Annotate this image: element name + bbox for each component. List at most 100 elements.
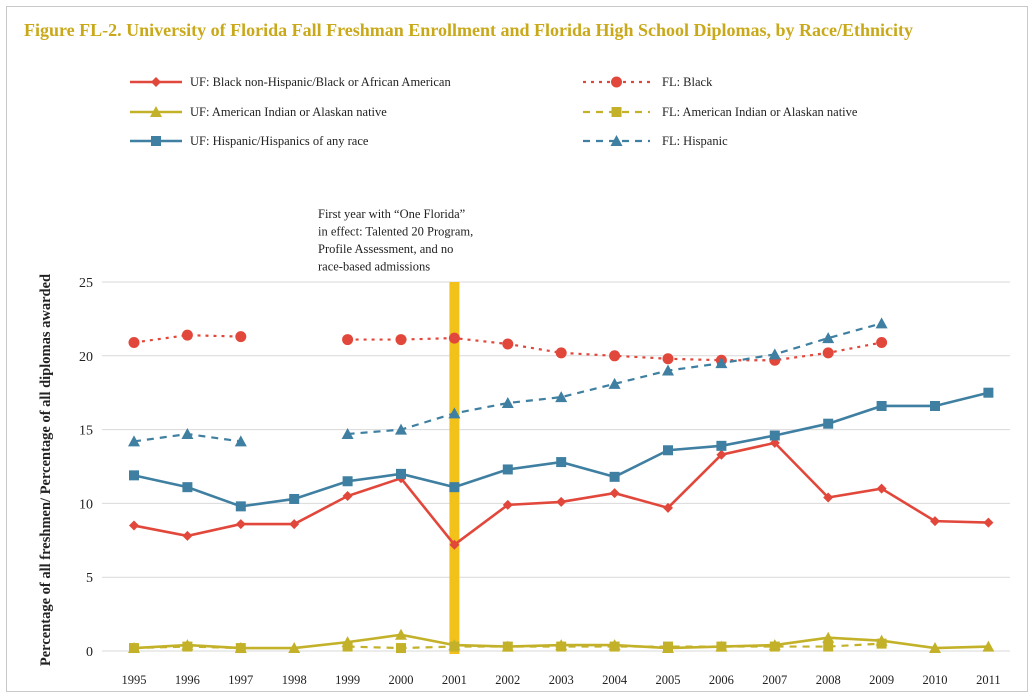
data-point: [609, 350, 621, 362]
annotation-line: First year with “One Florida”: [318, 207, 465, 221]
data-point: [235, 501, 246, 512]
data-point: [982, 640, 995, 652]
data-point: [556, 457, 567, 468]
legend-marker: [150, 106, 162, 117]
legend-label: FL: American Indian or Alaskan native: [662, 105, 858, 119]
figure-frame: [6, 6, 1028, 692]
data-point: [449, 482, 460, 493]
legend-item-fl_amind: FL: American Indian or Alaskan native: [583, 105, 858, 119]
data-point: [449, 641, 460, 652]
data-point: [930, 516, 940, 527]
data-point: [235, 331, 247, 343]
data-point: [823, 418, 834, 429]
data-point: [930, 400, 940, 411]
x-tick-label: 2004: [602, 673, 628, 687]
data-point: [663, 502, 673, 513]
data-point: [181, 428, 194, 440]
data-point: [234, 435, 247, 447]
data-point: [663, 445, 673, 456]
y-tick-label: 0: [86, 645, 93, 660]
series-layer: [128, 317, 995, 654]
data-point: [555, 391, 568, 403]
x-tick-label: 2011: [976, 673, 1001, 687]
data-point: [822, 631, 835, 643]
x-tick-label: 2003: [549, 673, 574, 687]
data-point: [502, 499, 513, 510]
x-tick-label: 2001: [442, 673, 467, 687]
x-tick-label: 2005: [656, 673, 681, 687]
y-axis-label: Percentage of all freshmen/ Percentage o…: [38, 274, 54, 666]
legend-item-uf_black: UF: Black non-Hispanic/Black or African …: [130, 75, 451, 89]
data-point: [182, 641, 193, 652]
data-point: [448, 407, 461, 419]
data-point: [342, 491, 353, 502]
x-tick-label: 2002: [495, 673, 520, 687]
data-point: [715, 357, 728, 369]
y-tick-label: 20: [79, 350, 93, 365]
series-line: [133, 391, 989, 508]
legend-label: FL: Hispanic: [662, 134, 728, 148]
data-point: [716, 641, 727, 652]
series-uf_hispanic: [129, 387, 994, 512]
legend-item-uf_amind: UF: American Indian or Alaskan native: [130, 105, 387, 119]
legend-label: UF: Black non-Hispanic/Black or African …: [190, 75, 451, 89]
x-tick-label: 1997: [228, 673, 253, 687]
legend-label: UF: American Indian or Alaskan native: [190, 105, 387, 119]
data-point: [449, 539, 460, 550]
figure-title: Figure FL-2. University of Florida Fall …: [24, 20, 914, 40]
x-tick-label: 2009: [869, 673, 894, 687]
data-point: [769, 430, 780, 441]
data-point: [662, 364, 674, 376]
data-point: [448, 332, 460, 344]
data-point: [663, 641, 673, 652]
x-tick-label: 1995: [122, 673, 147, 687]
data-point: [876, 400, 887, 411]
data-point: [341, 428, 354, 440]
data-point: [342, 641, 353, 652]
data-point: [929, 642, 941, 654]
legend-item-fl_black: FL: Black: [583, 75, 713, 89]
data-point: [182, 482, 193, 493]
data-point: [235, 519, 246, 530]
data-point: [342, 476, 353, 487]
data-point: [875, 317, 888, 329]
x-tick-label: 2010: [923, 673, 948, 687]
data-point: [502, 641, 513, 652]
data-point: [716, 440, 727, 451]
legend-marker: [151, 136, 161, 146]
data-point: [609, 641, 620, 652]
x-tick-label: 1999: [335, 673, 360, 687]
series-fl_amind: [129, 638, 887, 654]
data-point: [876, 337, 888, 349]
y-tick-label: 15: [79, 424, 93, 439]
data-point: [289, 519, 300, 530]
data-point: [342, 334, 354, 346]
legend-item-fl_hispanic: FL: Hispanic: [583, 134, 728, 148]
data-point: [288, 642, 301, 654]
data-point: [396, 643, 406, 654]
series-line: [347, 642, 882, 650]
legend-label: UF: Hispanic/Hispanics of any race: [190, 134, 369, 148]
policy-band-layer: [449, 282, 460, 654]
policy-band: [449, 282, 460, 654]
data-point: [662, 353, 674, 365]
data-point: [609, 488, 620, 499]
legend-marker: [611, 107, 622, 117]
data-point: [608, 377, 621, 389]
data-point: [289, 493, 300, 504]
data-point: [396, 468, 406, 479]
legend-item-uf_hispanic: UF: Hispanic/Hispanics of any race: [130, 134, 369, 148]
data-point: [129, 520, 139, 531]
data-point: [556, 641, 567, 652]
x-tick-label: 2008: [816, 673, 841, 687]
data-point: [182, 530, 193, 541]
legend-marker: [611, 76, 622, 88]
y-tick-label: 5: [86, 571, 93, 586]
annotation-layer: First year with “One Florida” in effect: …: [318, 207, 473, 274]
data-point: [128, 337, 140, 349]
series-uf_black: [129, 437, 994, 550]
data-point: [876, 638, 887, 649]
data-point: [716, 449, 727, 460]
data-point: [609, 471, 620, 482]
legend-marker: [610, 135, 623, 146]
